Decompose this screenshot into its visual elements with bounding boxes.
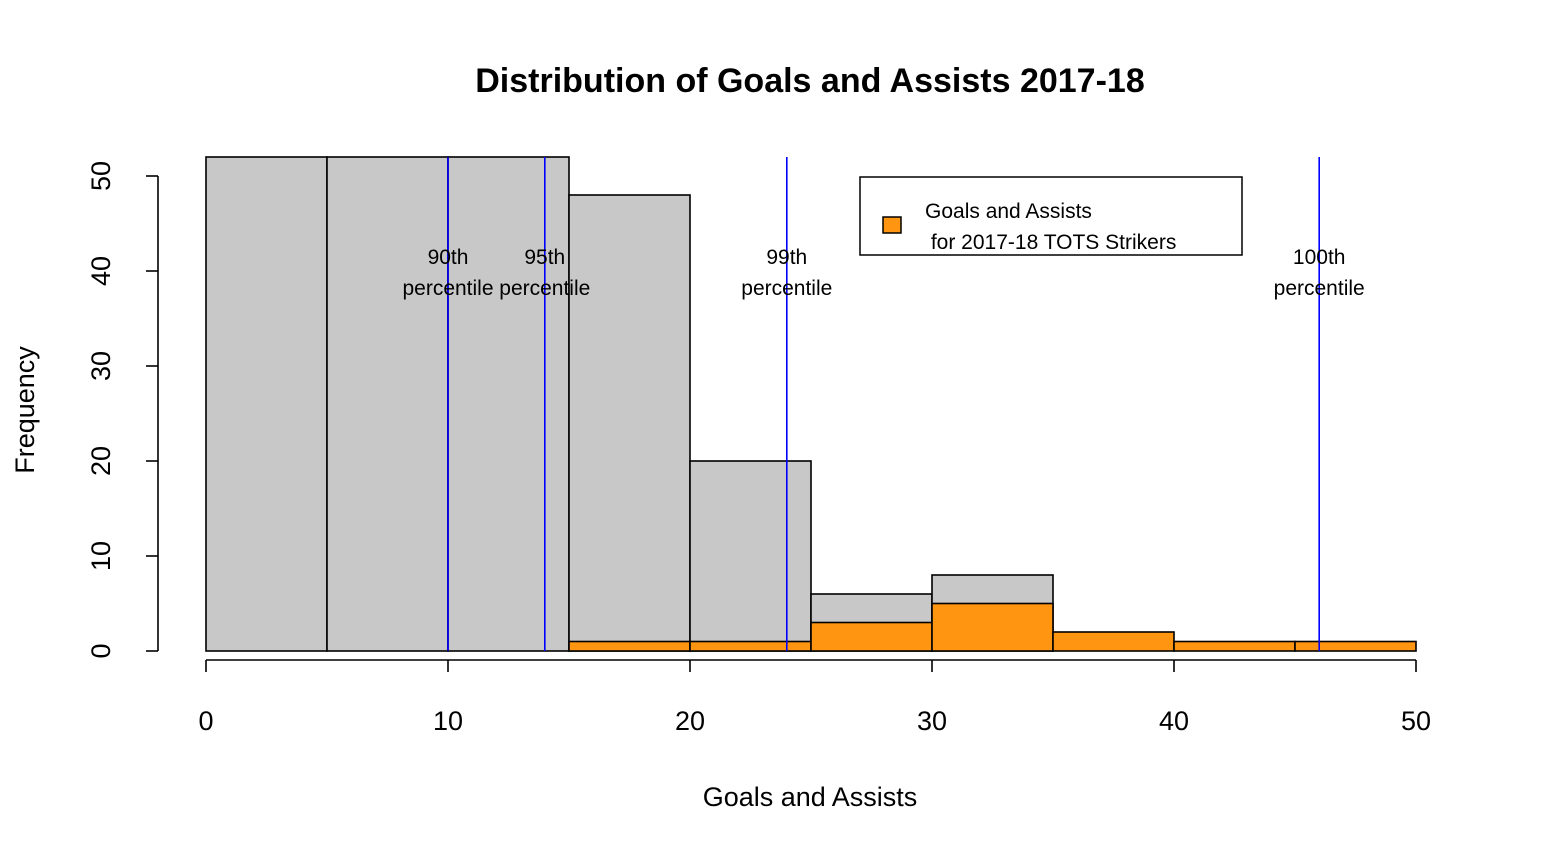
tots-strikers-bars [568, 602, 1417, 652]
tots-strikers-bar-25-30 [810, 621, 933, 652]
percentile-label-95th: 95th [524, 246, 565, 269]
y-tick-label-10: 10 [86, 541, 116, 571]
legend-swatch-orange [882, 216, 902, 234]
all-players-bars [205, 156, 1054, 652]
tots-strikers-bar-30-35 [931, 602, 1054, 652]
percentile-label-100th: 100th [1293, 246, 1346, 269]
y-tick-label-0: 0 [86, 643, 116, 658]
chart-title: Distribution of Goals and Assists 2017-1… [475, 62, 1144, 100]
x-tick-label-20: 20 [675, 706, 705, 736]
y-tick-label-50: 50 [86, 161, 116, 191]
all-players-bar-20-25 [689, 460, 812, 652]
tots-strikers-bar-40-45 [1173, 640, 1296, 652]
x-tick-label-30: 30 [917, 706, 947, 736]
all-players-bar-0-5 [205, 156, 328, 652]
percentile-label-90th: 90th [428, 246, 469, 269]
y-axis-title: Frequency [10, 346, 40, 474]
all-players-bar-10-15 [447, 156, 570, 652]
legend-label-line2: for 2017-18 TOTS Strikers [925, 231, 1176, 254]
legend-box [859, 176, 1243, 256]
tots-strikers-bar-45-50 [1294, 640, 1417, 652]
tots-strikers-bar-15-20 [568, 640, 691, 652]
x-axis-title: Goals and Assists [703, 782, 918, 812]
percentile-lines: 90th percentile 95th percentile 99th percenti… [402, 157, 1365, 651]
tots-strikers-bar-20-25 [689, 640, 812, 652]
percentile-label-99th: 99th [766, 246, 807, 269]
x-tick-label-50: 50 [1401, 706, 1431, 736]
x-tick-label-10: 10 [433, 706, 463, 736]
legend-label-line1: Goals and Assists [925, 200, 1092, 223]
all-players-bar-5-10 [326, 156, 449, 652]
x-axis: 0 10 20 30 40 50 [198, 659, 1431, 736]
percentile-label-90th-line2: percentile [402, 277, 493, 300]
y-tick-label-30: 30 [86, 351, 116, 381]
y-axis: 0 10 20 30 40 50 [86, 161, 159, 659]
legend: Goals and Assists for 2017-18 TOTS Strik… [859, 176, 1243, 256]
percentile-label-95th-line2: percentile [499, 277, 590, 300]
all-players-bar-15-20 [568, 194, 691, 652]
y-tick-label-20: 20 [86, 446, 116, 476]
tots-strikers-bar-35-40 [1052, 631, 1175, 652]
x-tick-label-40: 40 [1159, 706, 1189, 736]
y-tick-label-40: 40 [86, 256, 116, 286]
x-tick-label-0: 0 [198, 706, 213, 736]
percentile-label-99th-line2: percentile [741, 277, 832, 300]
percentile-label-100th-line2: percentile [1274, 277, 1365, 300]
